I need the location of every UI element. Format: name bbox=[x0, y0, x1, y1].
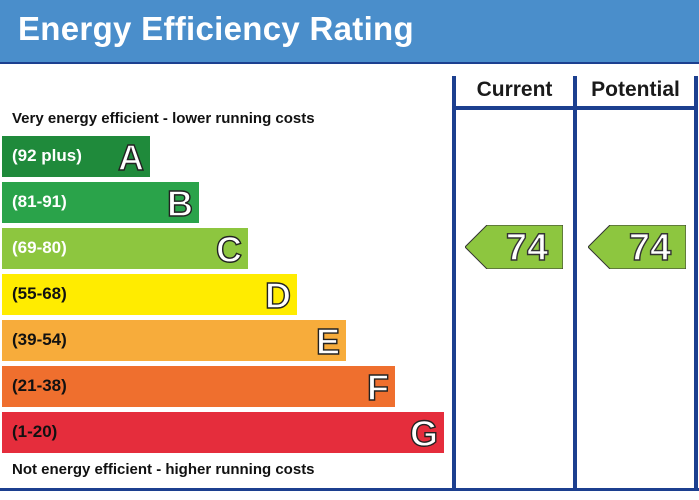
top-caption: Very energy efficient - lower running co… bbox=[12, 110, 315, 127]
band-letter: F bbox=[366, 366, 389, 408]
band-e: (39-54) E bbox=[2, 320, 346, 363]
band-range-label: (92 plus) bbox=[12, 146, 82, 165]
frame-col-divider-right bbox=[694, 76, 698, 488]
potential-rating-arrow: 74 bbox=[588, 225, 686, 270]
band-range-label: (81-91) bbox=[12, 192, 67, 211]
band-letter: G bbox=[409, 412, 438, 454]
frame-col-divider-left bbox=[452, 76, 456, 488]
band-letter: E bbox=[315, 320, 340, 362]
band-g: (1-20) G bbox=[2, 412, 444, 455]
band-range-label: (21-38) bbox=[12, 376, 67, 395]
band-letter: C bbox=[215, 228, 242, 270]
potential-rating-value: 74 bbox=[628, 226, 672, 269]
band-letter: D bbox=[264, 274, 291, 316]
band-letter: B bbox=[166, 182, 193, 224]
current-rating-arrow: 74 bbox=[465, 225, 563, 270]
current-rating-value: 74 bbox=[505, 226, 549, 269]
frame-top bbox=[0, 62, 699, 64]
band-f: (21-38) F bbox=[2, 366, 395, 409]
band-a: (92 plus) A bbox=[2, 136, 150, 179]
band-range-label: (39-54) bbox=[12, 330, 67, 349]
band-c: (69-80) C bbox=[2, 228, 248, 271]
frame-col-divider-mid bbox=[573, 76, 577, 488]
band-b: (81-91) B bbox=[2, 182, 199, 225]
page-title: Energy Efficiency Rating bbox=[18, 10, 414, 47]
band-letter: A bbox=[117, 136, 144, 178]
header-bar: Energy Efficiency Rating bbox=[0, 0, 699, 62]
band-range-label: (1-20) bbox=[12, 422, 58, 441]
band-range-label: (55-68) bbox=[12, 284, 67, 303]
frame-head-underline bbox=[452, 106, 698, 110]
current-arrow-shape bbox=[465, 225, 563, 269]
potential-column-header: Potential bbox=[591, 78, 680, 101]
current-column-header: Current bbox=[476, 78, 553, 101]
band-range-label: (69-80) bbox=[12, 238, 67, 257]
potential-arrow-shape bbox=[588, 225, 686, 269]
band-d: (55-68) D bbox=[2, 274, 297, 317]
frame-bottom bbox=[0, 488, 699, 491]
bottom-caption: Not energy efficient - higher running co… bbox=[12, 461, 315, 478]
